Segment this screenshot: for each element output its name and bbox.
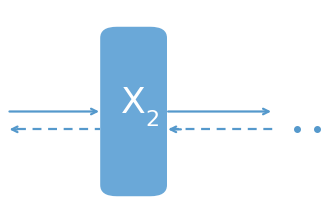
Text: X: X bbox=[121, 86, 146, 120]
FancyBboxPatch shape bbox=[100, 27, 167, 196]
Text: 2: 2 bbox=[145, 110, 159, 130]
